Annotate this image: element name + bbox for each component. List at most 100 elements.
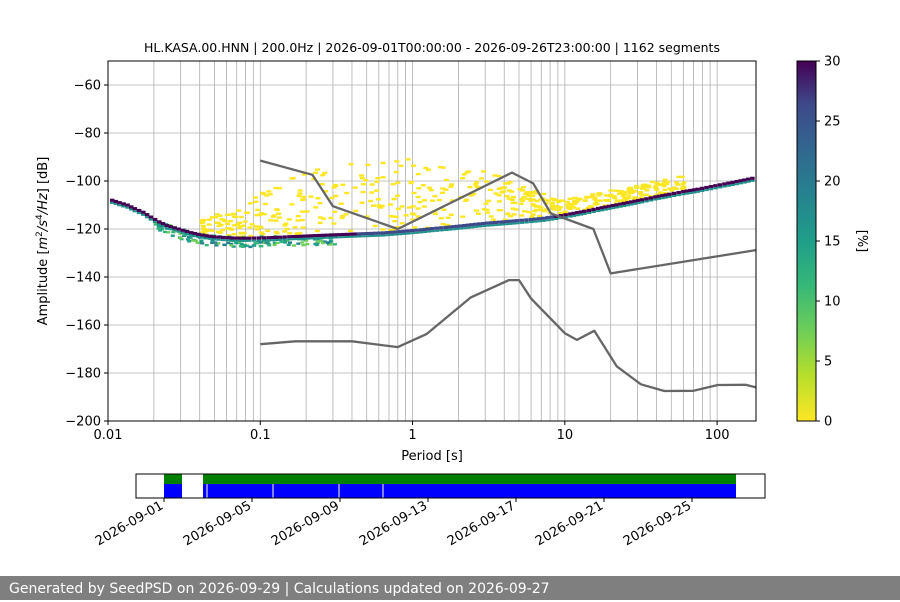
histogram-cell [222, 219, 228, 223]
histogram-cell [320, 241, 325, 245]
histogram-cell [220, 239, 226, 242]
histogram-cell [575, 214, 580, 217]
histogram-cell [254, 213, 260, 217]
histogram-cell [475, 212, 481, 215]
histogram-cell [585, 206, 591, 209]
histogram-cell [549, 201, 555, 205]
histogram-cell [660, 194, 665, 198]
histogram-cell [543, 202, 549, 205]
histogram-cell [664, 182, 670, 186]
histogram-cell [434, 226, 439, 230]
histogram-cell [299, 234, 304, 238]
y-axis-label: Amplitude [m2/s4/Hz] [dB] [35, 157, 51, 326]
y-tick-label: −140 [65, 271, 101, 286]
histogram-cell [180, 231, 186, 234]
y-axis: −60 −80 −100 −120 −140 −160 −180 −200 [65, 79, 108, 430]
histogram-cell [156, 227, 161, 230]
histogram-cell [235, 223, 241, 226]
histogram-cell [312, 238, 317, 241]
histogram-cell [432, 194, 438, 198]
histogram-cell [500, 190, 506, 193]
histogram-cell [473, 225, 478, 228]
histogram-cell [180, 228, 186, 232]
histogram-cell [537, 217, 542, 221]
histogram-cell [359, 176, 365, 180]
histogram-cell [653, 184, 659, 187]
histogram-cell [340, 236, 346, 239]
histogram-cell [368, 199, 374, 203]
histogram-cell [620, 194, 626, 198]
histogram-cell [179, 237, 184, 241]
histogram-cell [558, 211, 564, 215]
histogram-cell [295, 234, 300, 239]
histogram-cell [517, 187, 523, 191]
histogram-cell [164, 223, 170, 228]
histogram-cell [369, 231, 374, 236]
histogram-cell [309, 237, 314, 240]
histogram-cell [299, 218, 305, 222]
histogram-cell [654, 193, 660, 196]
histogram-cell [596, 192, 602, 195]
histogram-cell [726, 184, 731, 187]
histogram-cell [266, 239, 272, 242]
histogram-cell [555, 205, 561, 208]
histogram-cell [554, 217, 559, 220]
histogram-cell [387, 203, 393, 206]
histogram-cell [340, 232, 346, 237]
histogram-cell [328, 239, 333, 243]
histogram-cell [226, 234, 232, 237]
histogram-cell [676, 190, 681, 195]
histogram-cell [665, 180, 671, 184]
histogram-cell [254, 241, 259, 245]
histogram-cell [200, 242, 205, 245]
histogram-cell [511, 219, 516, 223]
histogram-cell [699, 186, 705, 190]
histogram-cell [631, 198, 637, 201]
histogram-cell [439, 229, 444, 232]
histogram-cell [483, 202, 489, 205]
histogram-cell [188, 234, 194, 237]
histogram-cell [504, 194, 510, 198]
histogram-cell [257, 225, 263, 228]
histogram-cell [178, 232, 183, 235]
segment-bar [203, 474, 736, 484]
histogram-cell [273, 235, 279, 240]
histogram-cell [637, 196, 643, 200]
histogram-cell [136, 212, 142, 215]
histogram-cell [428, 188, 434, 192]
histogram-cell [325, 241, 330, 245]
histogram-cell [473, 222, 478, 226]
histogram-cell [287, 235, 292, 239]
histogram-cell [676, 175, 682, 179]
histogram-cell [229, 239, 235, 242]
histogram-cell [449, 183, 455, 186]
histogram-cell [582, 199, 588, 202]
histogram-cell [524, 218, 529, 222]
histogram-cell [556, 208, 562, 211]
histogram-cell [219, 218, 225, 221]
histogram-cell [265, 229, 271, 233]
histogram-cell [264, 194, 270, 197]
x-tick-label: 1 [408, 428, 416, 443]
histogram-cell [348, 232, 354, 236]
histogram-cell [210, 239, 215, 243]
histogram-cell [530, 194, 536, 198]
histogram-cell [374, 180, 380, 183]
histogram-cell [196, 232, 201, 236]
histogram-cell [317, 233, 322, 238]
histogram-cell [232, 224, 238, 227]
histogram-cell [331, 186, 337, 189]
histogram-cell [148, 218, 154, 221]
histogram-cell [477, 225, 482, 228]
histogram-cell [599, 206, 605, 210]
histogram-cell [505, 212, 511, 215]
histogram-cell [632, 189, 638, 193]
histogram-cell [253, 225, 259, 228]
histogram-cell [461, 173, 467, 176]
histogram-cell [443, 188, 449, 191]
histogram-cell [469, 223, 474, 227]
histogram-cell [574, 200, 580, 204]
histogram-cell [176, 230, 182, 233]
histogram-cell [648, 199, 654, 202]
histogram-cell [542, 198, 548, 202]
